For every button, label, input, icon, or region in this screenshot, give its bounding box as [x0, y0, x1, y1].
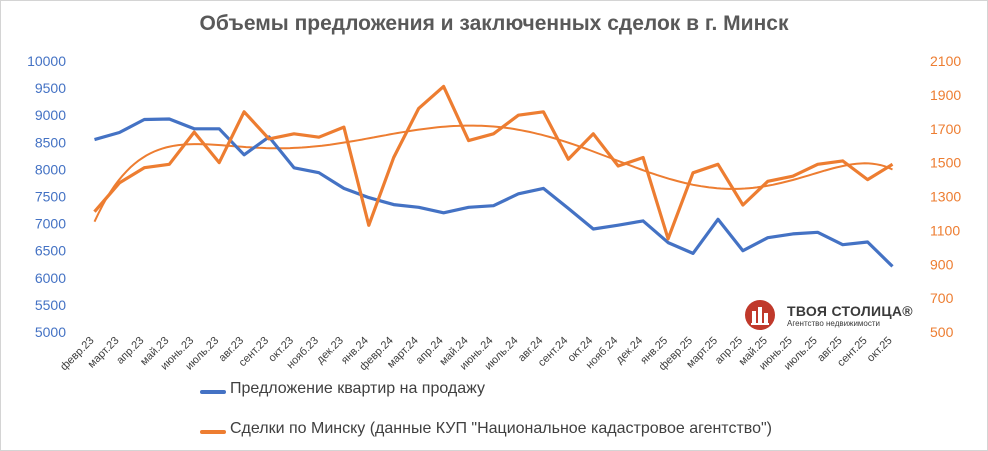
left-axis-tick-label: 9500 [35, 80, 66, 96]
right-axis-tick-label: 1100 [930, 222, 960, 238]
logo-subtitle: Агентство недвижимости [787, 319, 880, 328]
series-line-deals [93, 84, 894, 241]
legend-label-supply: Предложение квартир на продажу [230, 380, 486, 397]
right-axis-tick-label: 1500 [930, 155, 961, 171]
left-axis-tick-label: 7000 [35, 216, 66, 232]
logo-icon [745, 300, 775, 330]
x-axis: февр.23март.23апр.23май.23июнь.23июль.23… [58, 335, 895, 373]
right-axis: 500 700 900 1100 1300 1500 1700 1900 2100 [930, 53, 961, 340]
right-axis-tick-label: 2100 [930, 53, 961, 69]
right-axis-tick-label: 1900 [930, 87, 961, 103]
right-axis-tick-label: 700 [930, 290, 954, 306]
left-axis: 5000 5500 6000 6500 7000 7500 8000 8500 9000 9500… [27, 53, 66, 340]
legend-label-deals: Сделки по Минску (данные КУП "Национальн… [230, 420, 773, 437]
right-axis-tick-label: 1300 [930, 189, 961, 205]
left-axis-tick-label: 5500 [35, 297, 66, 313]
company-logo: ТВОЯ СТОЛИЦА® Агентство недвижимости [745, 300, 915, 330]
chart-title: Объемы предложения и заключенных сделок … [199, 12, 789, 35]
legend-line-deals [200, 430, 226, 434]
left-axis-tick-label: 10000 [27, 53, 66, 69]
plot-area [93, 84, 894, 268]
right-axis-tick-label: 1700 [930, 121, 961, 137]
left-axis-tick-label: 7500 [35, 189, 66, 205]
left-axis-tick-label: 8000 [35, 161, 66, 177]
left-axis-tick-label: 8500 [35, 134, 66, 150]
left-axis-tick-label: 5000 [35, 324, 66, 340]
left-axis-tick-label: 9000 [35, 107, 66, 123]
legend-line-supply [200, 390, 226, 394]
x-axis-tick-label: окт.25 [865, 335, 895, 365]
logo-name: ТВОЯ СТОЛИЦА® [787, 303, 913, 319]
right-axis-tick-label: 900 [930, 256, 954, 272]
right-axis-tick-label: 500 [930, 324, 954, 340]
left-axis-tick-label: 6000 [35, 270, 66, 286]
left-axis-tick-label: 6500 [35, 243, 66, 259]
series-line-supply [94, 117, 894, 268]
